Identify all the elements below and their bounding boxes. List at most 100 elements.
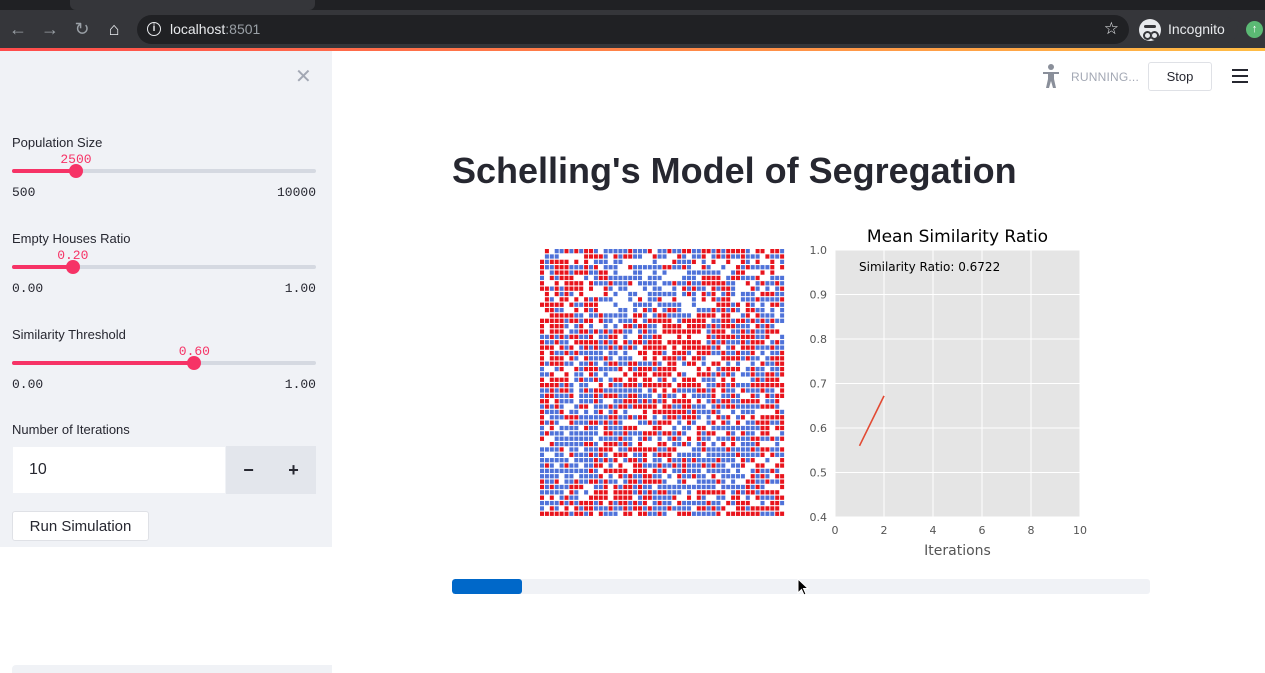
forward-icon[interactable]: →: [41, 19, 59, 39]
close-icon[interactable]: ✕: [295, 66, 312, 88]
agent-cell: [564, 324, 569, 329]
stop-button[interactable]: Stop: [1148, 62, 1212, 91]
decrement-button[interactable]: −: [226, 446, 271, 494]
empty-houses-ratio-slider[interactable]: Empty Houses Ratio 0.20 0.00 1.00: [12, 231, 316, 303]
similarity-threshold-slider[interactable]: Similarity Threshold 0.60 0.00 1.00: [12, 327, 316, 399]
agent-cell: [628, 425, 633, 431]
agent-cell: [603, 329, 608, 334]
agent-cell: [628, 495, 633, 500]
agent-cell: [584, 318, 589, 323]
agent-cell: [701, 297, 706, 302]
agent-cell: [740, 490, 745, 495]
agent-cell: [603, 286, 608, 291]
agent-cell: [745, 490, 750, 495]
agent-cell: [750, 479, 755, 484]
agent-cell: [628, 329, 633, 334]
agent-cell: [628, 366, 633, 372]
agent-cell: [638, 366, 643, 372]
agent-cell: [593, 302, 598, 307]
agent-cell: [716, 399, 721, 404]
agent-cell: [765, 399, 770, 404]
agent-cell: [628, 500, 633, 506]
slider-track[interactable]: [12, 260, 316, 274]
home-icon[interactable]: ⌂: [108, 19, 120, 39]
slider-track[interactable]: [12, 356, 316, 370]
agent-cell: [589, 286, 594, 291]
agent-cell: [613, 259, 618, 265]
hamburger-menu-icon[interactable]: [1232, 69, 1248, 83]
agent-cell: [608, 431, 613, 436]
agent-cell: [613, 511, 618, 516]
agent-cell: [638, 484, 643, 490]
agent-cell: [740, 383, 745, 388]
info-icon[interactable]: i: [147, 22, 161, 36]
agent-cell: [701, 270, 706, 275]
agent-cell: [544, 318, 549, 323]
slider-thumb[interactable]: [65, 260, 80, 274]
agent-cell: [745, 383, 750, 388]
agent-cell: [755, 447, 760, 452]
agent-cell: [638, 490, 643, 495]
agent-cell: [569, 463, 574, 468]
star-icon[interactable]: ☆: [1103, 19, 1119, 38]
agent-cell: [623, 388, 628, 393]
agent-cell: [642, 372, 647, 377]
agent-cell: [657, 340, 662, 345]
agent-cell: [574, 318, 579, 323]
reload-icon[interactable]: ↻: [74, 19, 90, 39]
agent-cell: [755, 340, 760, 345]
agent-cell: [540, 372, 545, 377]
iterations-input[interactable]: [12, 446, 226, 494]
agent-cell: [638, 436, 643, 441]
agent-cell: [775, 490, 780, 495]
agent-cell: [706, 345, 711, 350]
agent-cell: [579, 468, 584, 474]
agent-cell: [770, 366, 775, 372]
agent-cell: [716, 458, 721, 463]
agent-cell: [593, 270, 598, 275]
x-tick-label: 0: [832, 524, 839, 537]
agent-cell: [721, 340, 726, 345]
browser-tab[interactable]: [70, 0, 315, 10]
agent-cell: [765, 436, 770, 441]
agent-cell: [540, 388, 545, 393]
increment-button[interactable]: +: [271, 446, 316, 494]
agent-cell: [574, 329, 579, 334]
agent-cell: [540, 436, 545, 441]
agent-cell: [765, 297, 770, 302]
back-icon[interactable]: ←: [9, 19, 27, 39]
agent-cell: [589, 324, 594, 329]
agent-cell: [775, 468, 780, 474]
agent-cell: [549, 307, 554, 313]
agent-cell: [544, 345, 549, 350]
agent-cell: [662, 479, 667, 484]
agent-cell: [554, 254, 559, 259]
agent-cell: [745, 356, 750, 361]
agent-cell: [706, 511, 711, 516]
population-size-slider[interactable]: Population Size 2500 500 10000: [12, 135, 316, 207]
agent-cell: [574, 511, 579, 516]
update-icon[interactable]: ↑: [1246, 21, 1263, 38]
agent-cell: [736, 356, 741, 361]
agent-cell: [613, 490, 618, 495]
agent-cell: [745, 495, 750, 500]
slider-track[interactable]: [12, 164, 316, 178]
agent-cell: [780, 484, 785, 490]
agent-cell: [657, 458, 662, 463]
agent-cell: [559, 334, 564, 340]
slider-thumb[interactable]: [187, 356, 202, 370]
agent-cell: [589, 313, 594, 318]
run-simulation-button[interactable]: Run Simulation: [12, 511, 149, 541]
agent-cell: [613, 441, 618, 447]
agent-cell: [618, 383, 623, 388]
agent-cell: [691, 500, 696, 506]
agent-cell: [706, 265, 711, 270]
address-bar[interactable]: i localhost:8501 ☆: [137, 15, 1129, 44]
profile-button[interactable]: Incognito: [1136, 17, 1238, 43]
agent-cell: [775, 249, 780, 254]
agent-cell: [731, 340, 736, 345]
agent-cell: [618, 441, 623, 447]
gridlines: [834, 249, 1081, 518]
slider-thumb[interactable]: [68, 164, 83, 178]
profile-label: Incognito: [1168, 21, 1225, 37]
